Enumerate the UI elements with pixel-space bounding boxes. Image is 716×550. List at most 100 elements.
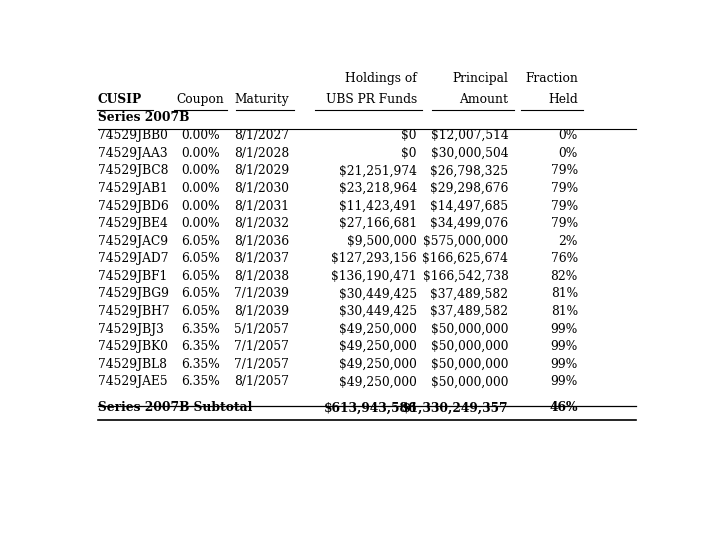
Text: Holdings of: Holdings of [345,72,417,85]
Text: 8/1/2037: 8/1/2037 [234,252,289,265]
Text: 74529JAC9: 74529JAC9 [98,235,168,248]
Text: Held: Held [548,94,578,106]
Text: $14,497,685: $14,497,685 [430,200,508,212]
Text: 6.05%: 6.05% [181,288,220,300]
Text: 81%: 81% [551,305,578,318]
Text: $37,489,582: $37,489,582 [430,305,508,318]
Text: 99%: 99% [551,340,578,353]
Text: $136,190,471: $136,190,471 [332,270,417,283]
Text: 6.35%: 6.35% [181,375,220,388]
Text: 7/1/2057: 7/1/2057 [234,358,289,371]
Text: Coupon: Coupon [177,94,224,106]
Text: $21,251,974: $21,251,974 [339,164,417,178]
Text: Fraction: Fraction [525,72,578,85]
Text: $49,250,000: $49,250,000 [339,340,417,353]
Text: $0: $0 [402,129,417,142]
Text: 76%: 76% [551,252,578,265]
Text: $50,000,000: $50,000,000 [431,340,508,353]
Text: 0.00%: 0.00% [181,200,220,212]
Text: UBS PR Funds: UBS PR Funds [326,94,417,106]
Text: $29,298,676: $29,298,676 [430,182,508,195]
Text: $127,293,156: $127,293,156 [331,252,417,265]
Text: 0.00%: 0.00% [181,129,220,142]
Text: 8/1/2038: 8/1/2038 [234,270,289,283]
Text: 74529JBG9: 74529JBG9 [98,288,169,300]
Text: 74529JBF1: 74529JBF1 [98,270,167,283]
Text: 8/1/2029: 8/1/2029 [234,164,289,178]
Text: 74529JAD7: 74529JAD7 [98,252,168,265]
Text: 6.05%: 6.05% [181,252,220,265]
Text: 74529JBC8: 74529JBC8 [98,164,168,178]
Text: $0: $0 [402,147,417,160]
Text: 79%: 79% [551,200,578,212]
Text: $50,000,000: $50,000,000 [431,358,508,371]
Text: Series 2007B: Series 2007B [98,112,189,124]
Text: 8/1/2027: 8/1/2027 [234,129,289,142]
Text: $575,000,000: $575,000,000 [423,235,508,248]
Text: $50,000,000: $50,000,000 [431,322,508,335]
Text: 79%: 79% [551,217,578,230]
Text: 0%: 0% [558,129,578,142]
Text: $9,500,000: $9,500,000 [347,235,417,248]
Text: 99%: 99% [551,322,578,335]
Text: 6.05%: 6.05% [181,270,220,283]
Text: 74529JBB0: 74529JBB0 [98,129,168,142]
Text: $166,625,674: $166,625,674 [422,252,508,265]
Text: 8/1/2030: 8/1/2030 [234,182,289,195]
Text: 82%: 82% [551,270,578,283]
Text: $11,423,491: $11,423,491 [339,200,417,212]
Text: 0.00%: 0.00% [181,147,220,160]
Text: 0%: 0% [558,147,578,160]
Text: 6.05%: 6.05% [181,235,220,248]
Text: 74529JBD6: 74529JBD6 [98,200,168,212]
Text: Amount: Amount [460,94,508,106]
Text: 6.35%: 6.35% [181,358,220,371]
Text: 6.35%: 6.35% [181,340,220,353]
Text: 8/1/2039: 8/1/2039 [234,305,289,318]
Text: 79%: 79% [551,182,578,195]
Text: $30,449,425: $30,449,425 [339,305,417,318]
Text: 5/1/2057: 5/1/2057 [234,322,289,335]
Text: $34,499,076: $34,499,076 [430,217,508,230]
Text: $166,542,738: $166,542,738 [422,270,508,283]
Text: 0.00%: 0.00% [181,217,220,230]
Text: 7/1/2057: 7/1/2057 [234,340,289,353]
Text: $49,250,000: $49,250,000 [339,358,417,371]
Text: 81%: 81% [551,288,578,300]
Text: 46%: 46% [549,402,578,414]
Text: 8/1/2057: 8/1/2057 [234,375,289,388]
Text: $1,330,249,357: $1,330,249,357 [402,402,508,414]
Text: $49,250,000: $49,250,000 [339,322,417,335]
Text: Maturity: Maturity [234,94,289,106]
Text: 79%: 79% [551,164,578,178]
Text: 99%: 99% [551,375,578,388]
Text: Principal: Principal [453,72,508,85]
Text: $12,007,514: $12,007,514 [431,129,508,142]
Text: 99%: 99% [551,358,578,371]
Text: 8/1/2032: 8/1/2032 [234,217,289,230]
Text: $49,250,000: $49,250,000 [339,375,417,388]
Text: $50,000,000: $50,000,000 [431,375,508,388]
Text: 0.00%: 0.00% [181,164,220,178]
Text: 74529JBH7: 74529JBH7 [98,305,170,318]
Text: 74529JBJ3: 74529JBJ3 [98,322,164,335]
Text: 74529JBE4: 74529JBE4 [98,217,168,230]
Text: 74529JAE5: 74529JAE5 [98,375,168,388]
Text: $26,798,325: $26,798,325 [430,164,508,178]
Text: 0.00%: 0.00% [181,182,220,195]
Text: Series 2007B Subtotal: Series 2007B Subtotal [98,402,252,414]
Text: 8/1/2028: 8/1/2028 [234,147,289,160]
Text: 6.05%: 6.05% [181,305,220,318]
Text: $613,943,586: $613,943,586 [324,402,417,414]
Text: CUSIP: CUSIP [98,94,142,106]
Text: $30,000,504: $30,000,504 [431,147,508,160]
Text: $27,166,681: $27,166,681 [339,217,417,230]
Text: 6.35%: 6.35% [181,322,220,335]
Text: 8/1/2036: 8/1/2036 [234,235,289,248]
Text: $30,449,425: $30,449,425 [339,288,417,300]
Text: $37,489,582: $37,489,582 [430,288,508,300]
Text: 74529JBL8: 74529JBL8 [98,358,167,371]
Text: $23,218,964: $23,218,964 [339,182,417,195]
Text: 74529JBK0: 74529JBK0 [98,340,168,353]
Text: 74529JAA3: 74529JAA3 [98,147,168,160]
